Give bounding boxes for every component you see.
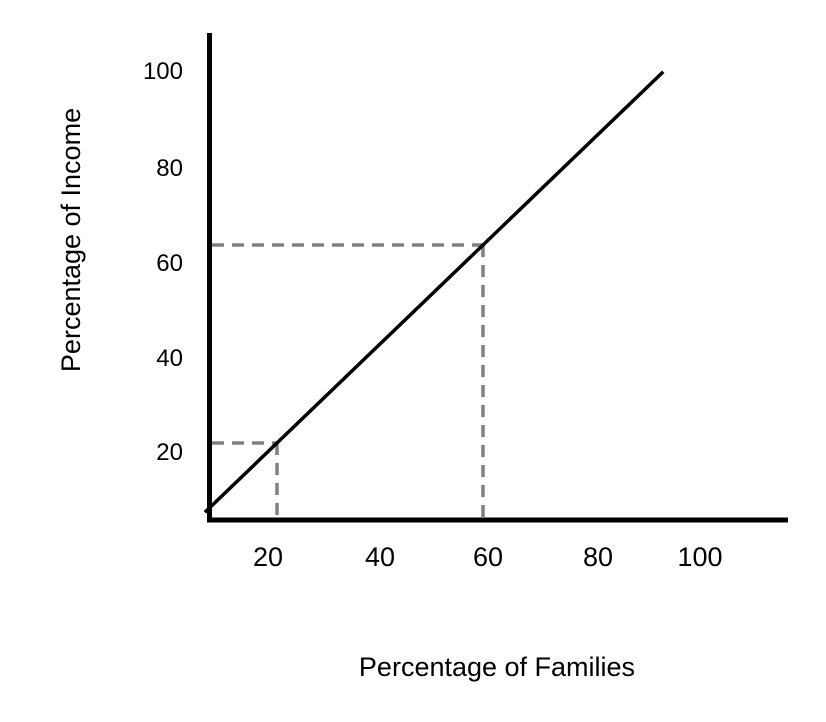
x-tick-label: 100 [677, 542, 722, 572]
y-axis-label: Percentage of Income [56, 108, 86, 372]
y-tick-label: 40 [156, 345, 183, 372]
y-tick-label: 80 [156, 155, 183, 182]
x-tick-label: 60 [473, 542, 503, 572]
series-line-0 [203, 70, 665, 514]
x-tick-label: 20 [253, 542, 283, 572]
y-tick-label: 100 [143, 58, 183, 85]
x-axis-label: Percentage of Families [359, 652, 635, 682]
x-tick-label: 80 [583, 542, 613, 572]
y-tick-label: 60 [156, 250, 183, 277]
x-tick-label: 40 [365, 542, 395, 572]
y-tick-label: 20 [156, 439, 183, 466]
